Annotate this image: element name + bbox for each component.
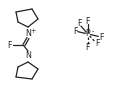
Text: F: F — [99, 32, 103, 41]
Text: N: N — [25, 50, 31, 60]
Text: N: N — [25, 29, 31, 39]
Text: F: F — [73, 27, 77, 36]
Text: F: F — [86, 16, 90, 26]
Text: F: F — [95, 40, 99, 49]
Text: +: + — [30, 28, 36, 34]
Text: P: P — [86, 29, 90, 39]
Text: F: F — [8, 40, 12, 49]
Text: F: F — [77, 19, 81, 28]
Text: F: F — [86, 43, 90, 52]
Text: -: - — [92, 28, 94, 34]
